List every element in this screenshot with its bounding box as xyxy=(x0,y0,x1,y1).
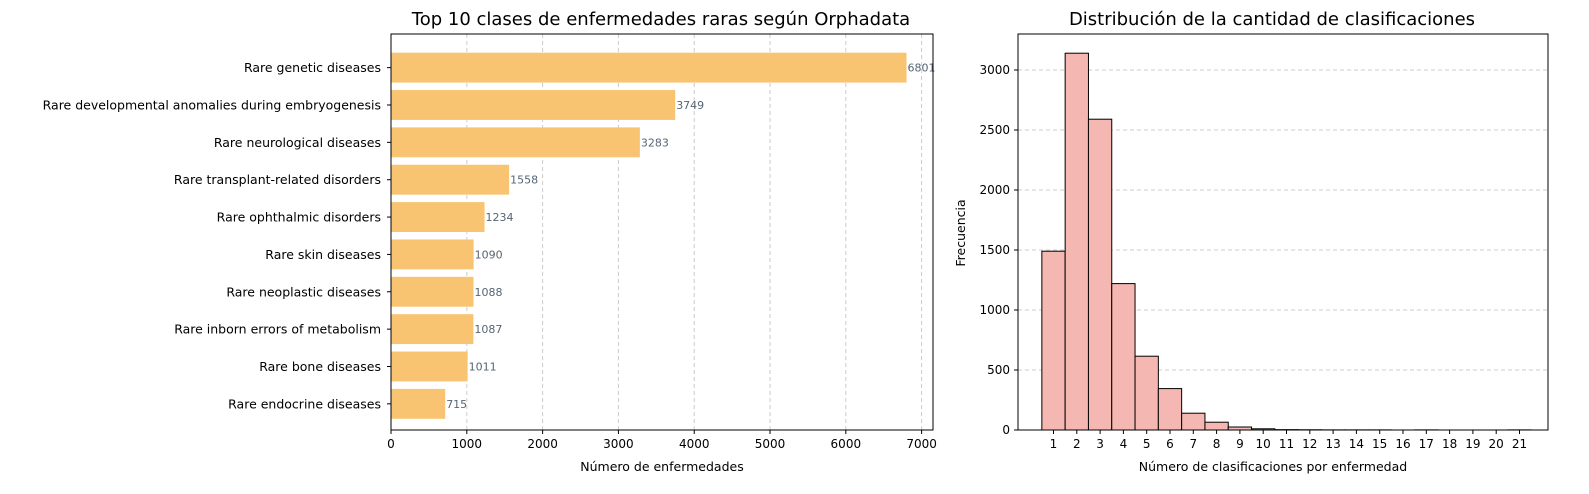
right-chart-x-tick-label: 1 xyxy=(1050,437,1058,451)
right-chart-bar xyxy=(1205,422,1228,430)
left-chart-bar xyxy=(391,314,473,344)
right-chart-x-tick-label: 6 xyxy=(1166,437,1174,451)
right-chart-x-tick-label: 5 xyxy=(1143,437,1151,451)
right-chart-x-tick-label: 3 xyxy=(1096,437,1104,451)
right-chart-x-tick-label: 20 xyxy=(1489,437,1504,451)
left-chart-value-label: 715 xyxy=(446,398,467,411)
right-chart-x-tick-label: 18 xyxy=(1442,437,1457,451)
right-chart-y-tick-label: 2500 xyxy=(979,123,1010,137)
right-chart-y-tick-label: 3000 xyxy=(979,63,1010,77)
right-chart-y-tick-labels: 0 500 1000 1500 2000 2500 3000 xyxy=(979,63,1018,437)
left-chart-bar xyxy=(391,352,468,382)
left-chart-category-label: Rare neurological diseases xyxy=(214,135,381,150)
right-chart-y-tick-label: 0 xyxy=(1002,423,1010,437)
left-chart-category-label: Rare ophthalmic disorders xyxy=(217,210,381,225)
left-chart-x-tick-label: 4000 xyxy=(679,437,710,451)
left-chart-bar xyxy=(391,389,445,419)
left-chart-bar xyxy=(391,90,675,120)
right-chart: Distribución de la cantidad de clasifica… xyxy=(953,9,1548,474)
left-chart-x-tick-label: 2000 xyxy=(527,437,558,451)
left-chart-category-label: Rare developmental anomalies during embr… xyxy=(43,97,381,112)
left-chart-value-label: 6801 xyxy=(908,62,936,75)
left-chart-x-tick-label: 5000 xyxy=(755,437,786,451)
right-chart-bar xyxy=(1065,53,1088,430)
right-chart-bar xyxy=(1088,119,1111,430)
left-chart-category-label: Rare transplant-related disorders xyxy=(174,172,381,187)
left-chart-bar xyxy=(391,202,485,232)
left-chart-x-tick-label: 6000 xyxy=(831,437,862,451)
right-chart-x-axis-label: Número de clasificaciones por enfermedad xyxy=(1139,459,1407,474)
right-chart-x-tick-label: 11 xyxy=(1279,437,1294,451)
right-chart-x-tick-label: 17 xyxy=(1419,437,1434,451)
left-chart-category-label: Rare inborn errors of metabolism xyxy=(174,322,381,337)
left-chart-value-label: 1088 xyxy=(474,286,502,299)
left-chart-value-label: 1011 xyxy=(469,360,497,373)
right-chart-x-tick-label: 14 xyxy=(1349,437,1364,451)
left-chart-y-tick-labels: Rare genetic diseases Rare developmental … xyxy=(43,60,391,411)
right-chart-x-tick-label: 21 xyxy=(1512,437,1527,451)
right-chart-y-tick-label: 1000 xyxy=(979,303,1010,317)
left-chart-x-tick-label: 0 xyxy=(387,437,395,451)
left-chart-bar xyxy=(391,239,474,269)
left-chart-bar xyxy=(391,53,907,83)
left-chart-value-label: 3283 xyxy=(641,136,669,149)
left-chart-title: Top 10 clases de enfermedades raras segú… xyxy=(411,9,910,30)
right-chart-bar xyxy=(1182,413,1205,430)
left-chart: Top 10 clases de enfermedades raras segú… xyxy=(43,9,937,474)
left-chart-x-tick-label: 1000 xyxy=(452,437,483,451)
left-chart-x-tick-label: 3000 xyxy=(603,437,634,451)
right-chart-y-tick-label: 500 xyxy=(987,363,1010,377)
left-chart-bar xyxy=(391,165,509,195)
right-chart-x-tick-label: 13 xyxy=(1325,437,1340,451)
left-chart-x-axis-label: Número de enfermedades xyxy=(580,459,743,474)
right-chart-x-tick-label: 2 xyxy=(1073,437,1081,451)
right-chart-x-tick-label: 19 xyxy=(1465,437,1480,451)
left-chart-value-label: 1090 xyxy=(475,248,503,261)
left-chart-value-label: 1087 xyxy=(474,323,502,336)
right-chart-bar xyxy=(1042,251,1065,430)
left-chart-category-label: Rare endocrine diseases xyxy=(228,396,381,411)
right-chart-x-tick-label: 15 xyxy=(1372,437,1387,451)
left-chart-x-tick-label: 7000 xyxy=(906,437,937,451)
left-chart-value-label: 3749 xyxy=(676,99,704,112)
right-chart-x-tick-label: 8 xyxy=(1213,437,1221,451)
right-chart-x-tick-label: 10 xyxy=(1256,437,1271,451)
left-chart-bar xyxy=(391,127,640,157)
right-chart-bar xyxy=(1112,284,1135,430)
left-chart-category-label: Rare neoplastic diseases xyxy=(226,284,381,299)
right-chart-x-tick-label: 7 xyxy=(1189,437,1197,451)
right-chart-x-tick-label: 4 xyxy=(1120,437,1128,451)
right-chart-bar xyxy=(1158,389,1181,430)
right-chart-y-axis-label: Frecuencia xyxy=(953,199,968,266)
right-chart-bar xyxy=(1135,356,1158,430)
left-chart-value-label: 1234 xyxy=(486,211,514,224)
right-chart-bars xyxy=(1042,53,1531,430)
left-chart-bar xyxy=(391,277,473,307)
right-chart-x-tick-label: 12 xyxy=(1302,437,1317,451)
right-chart-y-tick-label: 1500 xyxy=(979,243,1010,257)
right-chart-x-tick-label: 9 xyxy=(1236,437,1244,451)
left-chart-category-label: Rare genetic diseases xyxy=(244,60,381,75)
left-chart-x-tick-labels: 0 1000 2000 3000 4000 5000 6000 7000 xyxy=(387,430,937,451)
left-chart-category-label: Rare skin diseases xyxy=(265,247,381,262)
right-chart-y-tick-label: 2000 xyxy=(979,183,1010,197)
right-chart-title: Distribución de la cantidad de clasifica… xyxy=(1069,9,1475,30)
right-chart-x-tick-label: 16 xyxy=(1395,437,1410,451)
left-chart-value-label: 1558 xyxy=(510,174,538,187)
left-chart-category-label: Rare bone diseases xyxy=(259,359,381,374)
